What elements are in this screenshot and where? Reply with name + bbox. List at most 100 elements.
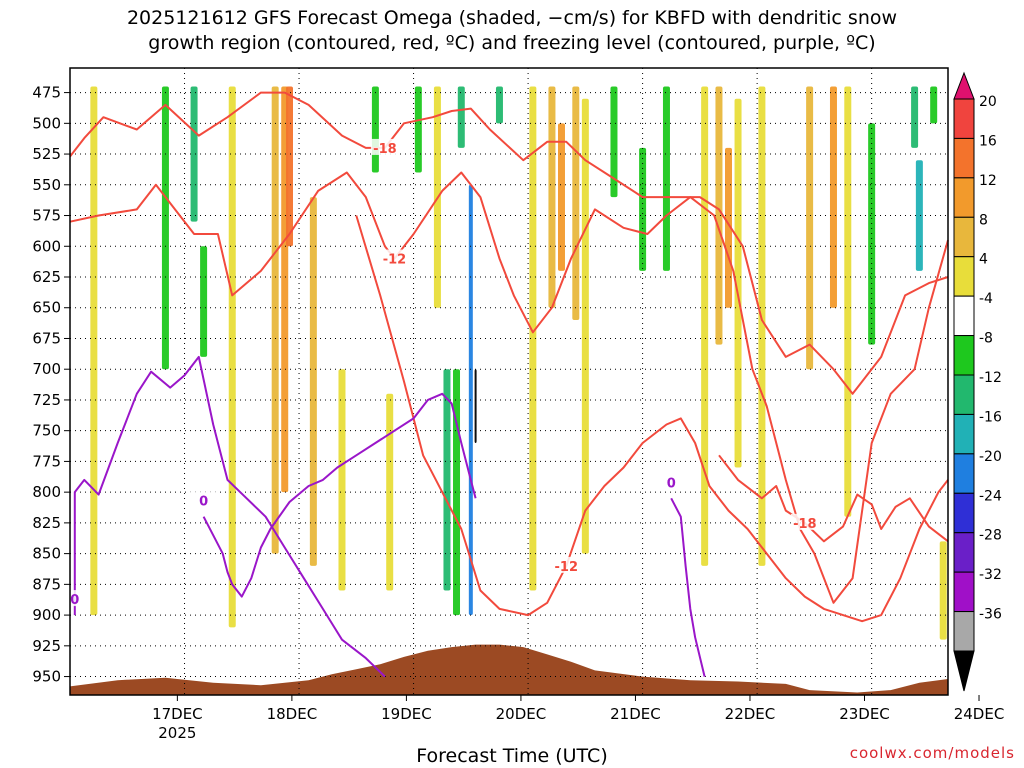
omega-band <box>911 86 919 148</box>
omega-band <box>725 147 732 308</box>
omega-band <box>228 86 236 628</box>
colorbar-segment <box>953 98 975 139</box>
contour-label-bg <box>370 138 399 155</box>
terrain-surface <box>70 644 948 695</box>
credit-link[interactable]: coolwx.com/models <box>849 744 1015 762</box>
omega-band <box>161 86 169 370</box>
freezing-contour <box>73 355 386 678</box>
omega-band <box>495 86 503 124</box>
dgz-contour <box>69 91 949 395</box>
dgz-contour-label: -18 <box>793 517 817 532</box>
omega-band <box>200 246 208 357</box>
colorbar-label: -16 <box>979 409 1002 425</box>
x-tick-label: 22DEC <box>725 705 776 723</box>
x-tick-label: 18DEC <box>267 705 318 723</box>
x-tick-label: 20DEC <box>496 705 547 723</box>
omega-band <box>453 369 461 616</box>
contour-label-bg <box>60 590 89 607</box>
y-tick-label: 825 <box>32 514 61 532</box>
contour-label-bg <box>380 249 409 266</box>
y-tick-label: 900 <box>32 606 61 624</box>
omega-band <box>529 86 537 591</box>
omega-band <box>557 123 565 271</box>
colorbar-label: 16 <box>979 133 997 149</box>
colorbar-segment <box>953 453 975 494</box>
colorbar-bottom-arrow <box>953 650 975 692</box>
y-tick-label: 650 <box>32 299 61 317</box>
dgz-contour-label: -12 <box>383 253 407 268</box>
omega-band <box>548 86 556 308</box>
dgz-contour-label: -12 <box>555 560 579 575</box>
y-tick-label: 775 <box>32 452 61 470</box>
colorbar-label: -12 <box>979 370 1002 386</box>
contour-label-bg <box>189 491 218 508</box>
y-tick-label: 625 <box>32 268 61 286</box>
freezing-contour-label: 0 <box>70 593 79 608</box>
plot-background <box>70 68 948 695</box>
colorbar-top-arrow <box>953 71 975 100</box>
colorbar-label: 4 <box>979 252 988 268</box>
omega-band <box>271 86 279 554</box>
contour-label-bg <box>552 556 581 573</box>
colorbar-segment <box>953 335 975 376</box>
omega-band <box>844 86 852 517</box>
colorbar-label: -4 <box>979 291 993 307</box>
omega-band <box>829 86 837 308</box>
y-tick-label: 600 <box>32 237 61 255</box>
omega-band <box>610 86 618 198</box>
omega-band <box>701 86 709 566</box>
y-tick-label: 575 <box>32 207 61 225</box>
dgz-contour <box>69 171 949 604</box>
colorbar-segment <box>953 571 975 613</box>
colorbar-segment <box>953 413 975 455</box>
y-tick-label: 925 <box>32 637 61 655</box>
omega-band <box>662 86 670 271</box>
omega-band <box>715 86 723 345</box>
omega-band <box>939 541 947 640</box>
omega-band <box>457 86 465 148</box>
freezing-contour <box>202 392 477 598</box>
colorbar-segment <box>953 374 975 415</box>
y-tick-label: 675 <box>32 329 61 347</box>
plot-frame <box>69 67 949 696</box>
y-tick-label: 950 <box>32 668 61 686</box>
dgz-contour <box>718 454 949 543</box>
colorbar-label: -20 <box>979 449 1002 465</box>
colorbar-segment <box>953 177 975 218</box>
x-axis-title: Forecast Time (UTC) <box>416 745 608 767</box>
omega-band <box>371 86 379 173</box>
omega-band <box>572 86 580 321</box>
omega-band <box>443 369 451 591</box>
x-tick-label: 21DEC <box>610 705 661 723</box>
omega-band <box>581 98 589 554</box>
omega-band <box>386 393 394 591</box>
omega-band <box>190 86 198 222</box>
freezing-contour-label: 0 <box>199 495 208 510</box>
chart-subtitle: growth region (contoured, red, ºC) and f… <box>148 32 876 54</box>
colorbar-label: -36 <box>979 607 1002 623</box>
colorbar-segment <box>953 137 975 179</box>
plot-area: -18 -12 -12 -18 0 0 0 <box>60 68 949 695</box>
y-tick-label: 875 <box>32 575 61 593</box>
omega-band <box>414 86 422 173</box>
omega-band <box>758 86 766 566</box>
chart-title: 2025121612 GFS Forecast Omega (shaded, −… <box>126 7 898 29</box>
colorbar-label: -24 <box>979 488 1002 504</box>
colorbar-label: -32 <box>979 567 1002 583</box>
omega-band <box>90 86 98 616</box>
omega-band <box>474 369 477 443</box>
axes: 475 500 525 550 575 600 625 650 675 700 725 750 775 8… <box>32 67 1005 742</box>
omega-band <box>915 160 923 271</box>
x-tick-label: 24DEC <box>954 705 1005 723</box>
contour-label-bg <box>790 513 819 530</box>
colorbar: 20 16 12 8 4 -4 -8 -12 -16 -20 -24 -28 -32 -36 <box>953 71 1002 692</box>
omega-band <box>639 147 647 271</box>
x-tick-label: 17DEC <box>152 705 203 723</box>
y-tick-label: 525 <box>32 145 61 163</box>
omega-band <box>806 86 814 370</box>
dgz-contour <box>355 215 949 623</box>
colorbar-label: -28 <box>979 528 1002 544</box>
y-tick-label: 750 <box>32 422 61 440</box>
colorbar-segment <box>953 256 975 297</box>
